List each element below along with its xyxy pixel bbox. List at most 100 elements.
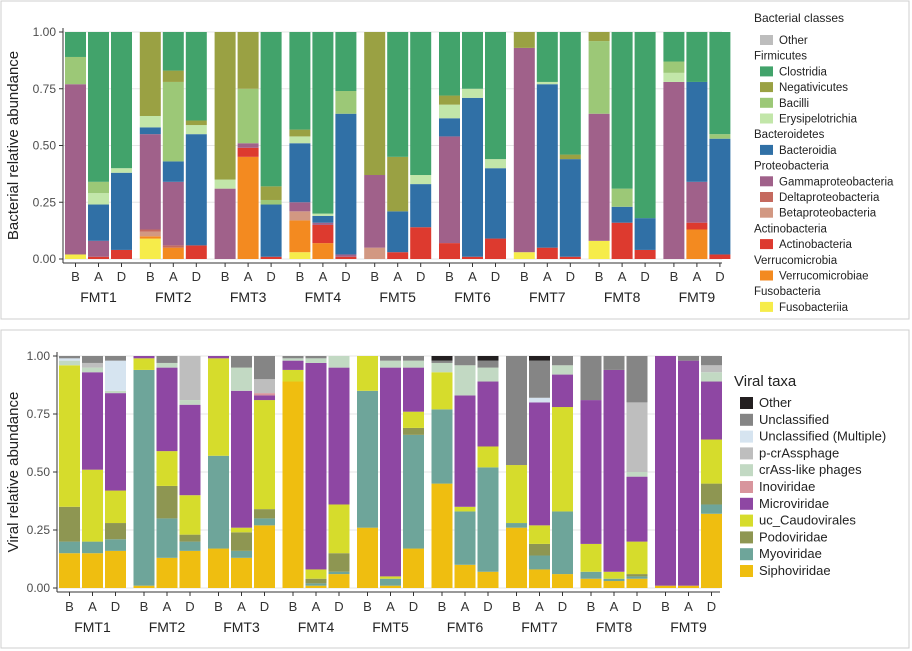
bacterial-x-tick-label: B bbox=[296, 269, 305, 284]
viral-bar-segment-myoviridae bbox=[357, 390, 378, 528]
viral-bar-segment-uc-caudovirales bbox=[82, 469, 103, 542]
viral-bar-segment-myoviridae bbox=[701, 504, 722, 514]
viral-legend-swatch-p-crassphage bbox=[740, 447, 753, 460]
viral-legend-label-myoviridae: Myoviridae bbox=[759, 546, 822, 561]
bacterial-x-tick-label: B bbox=[370, 269, 379, 284]
viral-x-tick-label: D bbox=[334, 599, 343, 614]
bacterial-bar-segment-fusobacteriia bbox=[289, 252, 311, 259]
bacterial-legend-label-negativicutes: Negativicutes bbox=[779, 82, 848, 94]
viral-bar-segment-uc-caudovirales bbox=[105, 490, 126, 524]
viral-legend-label-p-crassphage: p-crAssphage bbox=[759, 445, 839, 460]
bacterial-bar-segment-clostridia bbox=[260, 32, 282, 187]
bacterial-x-tick-label: B bbox=[146, 269, 155, 284]
bacterial-bar-segment-bacteroidia bbox=[139, 127, 161, 135]
bacterial-bar-segment-gammaproteobacteria bbox=[312, 222, 334, 225]
viral-bar-segment-microviridae bbox=[529, 402, 550, 526]
viral-legend-swatch-microviridae bbox=[740, 497, 753, 510]
bacterial-bar-segment-fusobacteriia bbox=[513, 252, 535, 259]
viral-bar-segment-siphoviridae bbox=[179, 550, 201, 588]
viral-legend-title: Viral taxa bbox=[734, 373, 797, 390]
viral-bar-segment-uc-caudovirales bbox=[580, 543, 602, 572]
bacterial-bar-segment-actinobacteria bbox=[686, 222, 708, 230]
viral-x-tick-label: B bbox=[438, 599, 447, 614]
viral-bar-segment-siphoviridae bbox=[580, 578, 602, 588]
bacterial-bar-segment-bacteroidia bbox=[611, 206, 633, 223]
viral-legend-label-unclassified-multiple: Unclassified (Multiple) bbox=[759, 429, 886, 444]
bacterial-bar-segment-bacilli bbox=[709, 134, 731, 139]
viral-legend-swatch-other bbox=[740, 397, 753, 409]
bacterial-bar-segment-gammaproteobacteria bbox=[663, 81, 685, 259]
bacterial-bar-segment-negativicutes bbox=[260, 186, 282, 200]
viral-bar-segment-podoviridae bbox=[626, 574, 648, 577]
bacterial-bar-segment-negativicutes bbox=[162, 70, 184, 82]
bacterial-bar-segment-actinobacteria bbox=[260, 256, 282, 259]
bacterial-bar-segment-actinobacteria bbox=[387, 252, 409, 259]
viral-bar-segment-uc-caudovirales bbox=[380, 576, 401, 579]
viral-bar-segment-myoviridae bbox=[529, 555, 550, 570]
viral-bar-segment-myoviridae bbox=[105, 539, 126, 551]
viral-bar-segment-podoviridae bbox=[254, 509, 275, 519]
bacterial-bar-segment-bacilli bbox=[162, 81, 184, 162]
bacterial-bar-segment-bacilli bbox=[663, 61, 685, 73]
viral-legend-label-microviridae: Microviridae bbox=[759, 496, 829, 511]
bacterial-bar-segment-gammaproteobacteria bbox=[237, 143, 259, 148]
viral-bar-segment-microviridae bbox=[133, 356, 155, 359]
viral-x-tick-label: A bbox=[386, 599, 395, 614]
viral-bar-segment-microviridae bbox=[305, 362, 327, 570]
bacterial-bar-segment-negativicutes bbox=[214, 32, 236, 180]
viral-bar-segment-siphoviridae bbox=[655, 585, 676, 588]
bacterial-legend-swatch-other bbox=[760, 35, 773, 45]
bacterial-bar-segment-bacteroidia bbox=[439, 118, 460, 137]
bacterial-bar-segment-verrucomicrobiae bbox=[289, 220, 311, 253]
viral-bar-segment-siphoviridae bbox=[454, 564, 476, 588]
viral-legend-label-unclassified: Unclassified bbox=[759, 412, 829, 427]
bacterial-bar-segment-actinobacteria bbox=[559, 256, 581, 259]
bacterial-bar-segment-erysipelotrichia bbox=[88, 193, 109, 205]
viral-bar-segment-crass-like-phages bbox=[431, 362, 453, 373]
bacterial-bar-segment-bacteroidia bbox=[686, 81, 708, 182]
viral-bar-segment-siphoviridae bbox=[254, 525, 275, 588]
bacterial-bar-segment-clostridia bbox=[462, 32, 483, 89]
viral-bar-segment-myoviridae bbox=[179, 541, 201, 551]
bacterial-bar-segment-gammaproteobacteria bbox=[139, 134, 161, 230]
bacterial-group-label: FMT6 bbox=[454, 289, 491, 305]
viral-bar-segment-uc-caudovirales bbox=[506, 465, 527, 524]
viral-bar-segment-podoviridae bbox=[156, 485, 178, 519]
viral-bar-segment-myoviridae bbox=[156, 518, 178, 558]
viral-bar-segment-microviridae bbox=[105, 393, 126, 491]
viral-bar-segment-microviridae bbox=[701, 381, 722, 440]
bacterial-x-tick-label: A bbox=[468, 269, 477, 284]
viral-bar-segment-uc-caudovirales bbox=[603, 571, 625, 579]
bacterial-y-tick-label: 0.25 bbox=[33, 195, 57, 209]
bacterial-x-tick-label: B bbox=[445, 269, 454, 284]
viral-bar-segment-siphoviridae bbox=[380, 585, 401, 588]
bacterial-legend-swatch-deltaproteobacteria bbox=[760, 192, 773, 202]
bacterial-group-label: FMT8 bbox=[604, 289, 641, 305]
viral-bar-segment-uc-caudovirales bbox=[133, 358, 155, 370]
bacterial-legend-label-bacteroidia: Bacteroidia bbox=[779, 145, 837, 157]
viral-bar-segment-podoviridae bbox=[529, 543, 550, 556]
bacterial-bar-segment-gammaproteobacteria bbox=[214, 188, 236, 259]
bacterial-bar-segment-erysipelotrichia bbox=[185, 125, 207, 135]
viral-x-tick-label: A bbox=[461, 599, 470, 614]
bacterial-y-tick-label: 0.00 bbox=[33, 252, 57, 266]
viral-bar-segment-uc-caudovirales bbox=[552, 407, 573, 512]
bacterial-bar-segment-erysipelotrichia bbox=[139, 115, 161, 128]
bacterial-bar-segment-bacteroidia bbox=[462, 97, 483, 257]
bacterial-group-label: FMT9 bbox=[679, 289, 716, 305]
viral-bar-segment-microviridae bbox=[603, 369, 625, 572]
bacterial-legend-swatch-betaproteobacteria bbox=[760, 207, 773, 218]
viral-bar-segment-crass-like-phages bbox=[231, 367, 252, 391]
viral-bar-segment-unclassified bbox=[529, 360, 550, 398]
viral-legend-swatch-unclassified bbox=[740, 413, 753, 426]
bacterial-legend-swatch-erysipelotrichia bbox=[760, 113, 773, 124]
bacterial-bar-segment-bacteroidia bbox=[634, 218, 656, 250]
viral-bar-segment-myoviridae bbox=[403, 434, 424, 549]
viral-bar-segment-microviridae bbox=[380, 367, 401, 577]
bacterial-bar-segment-clostridia bbox=[387, 32, 409, 157]
viral-bar-segment-unclassified bbox=[454, 356, 476, 366]
bacterial-bar-segment-actinobacteria bbox=[88, 256, 109, 259]
viral-bar-segment-unclassified bbox=[701, 356, 722, 366]
bacterial-legend-label-clostridia: Clostridia bbox=[779, 66, 828, 78]
viral-bar-segment-myoviridae bbox=[231, 550, 252, 558]
